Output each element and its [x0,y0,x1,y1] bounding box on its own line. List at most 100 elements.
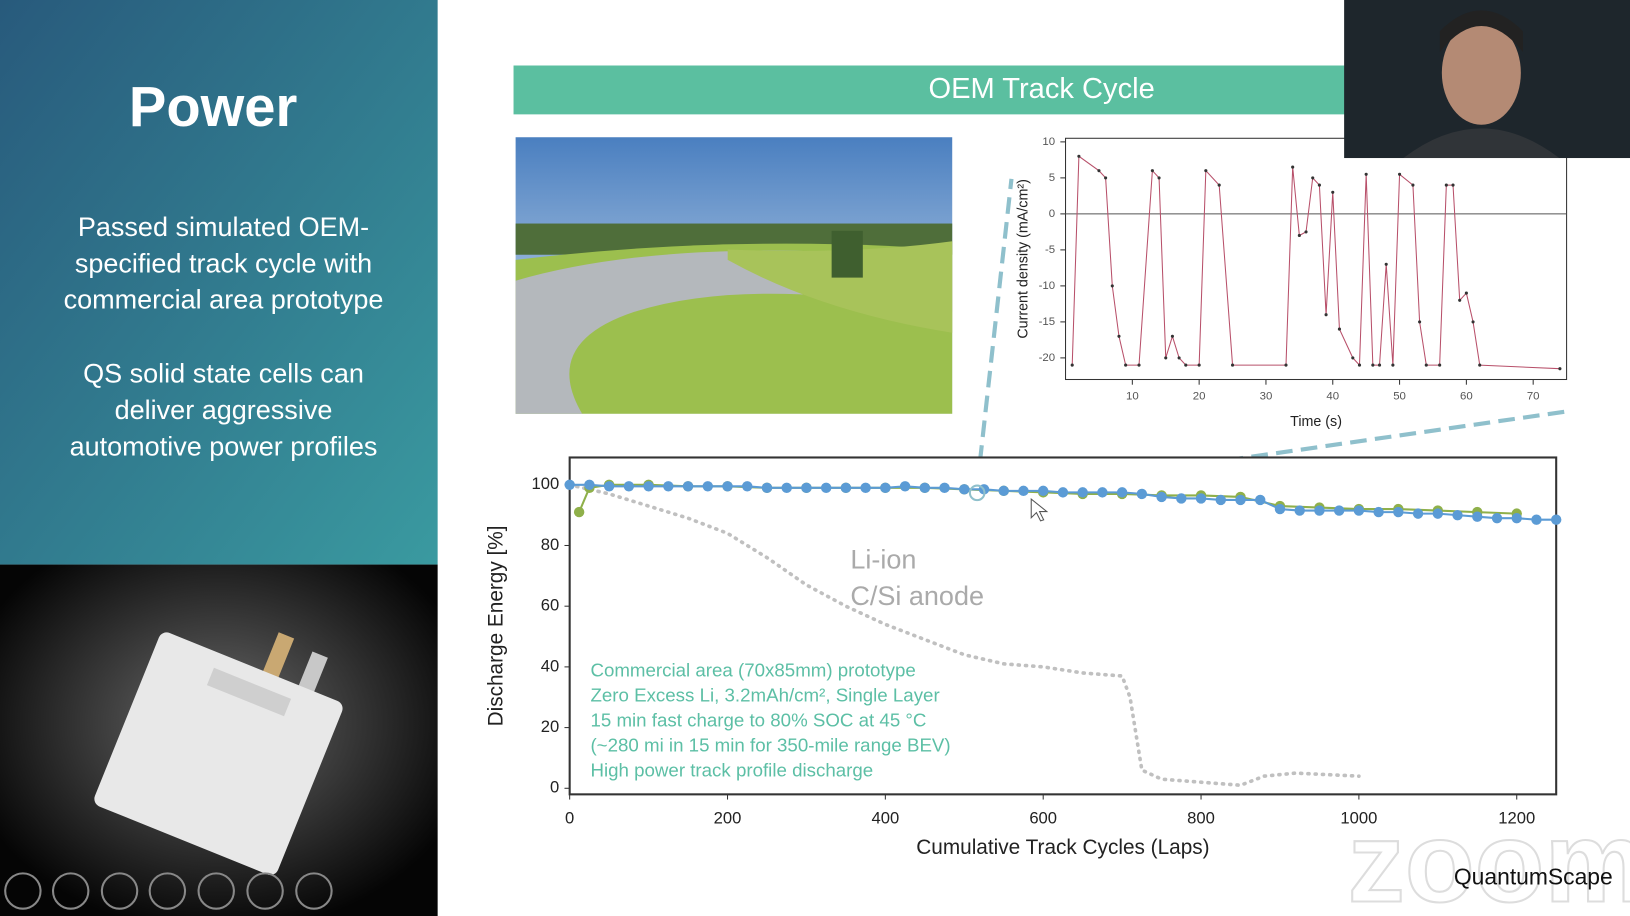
data-point [1157,176,1161,180]
cursor [1030,497,1049,522]
data-point [1077,487,1088,498]
slide-point-line: QS solid state cells can [83,358,364,388]
data-point [1294,505,1305,516]
data-point [603,481,615,492]
data-point [1391,363,1395,367]
data-point [1197,363,1201,367]
data-point [1274,503,1286,515]
y-axis-label: Current density (mA/cm²) [1016,179,1032,339]
toolbar-button[interactable] [4,872,42,910]
data-point [840,482,852,494]
slide-title: Power [129,75,297,138]
slide-points: Passed simulated OEM-specified track cyc… [64,212,384,461]
data-point [1458,298,1462,302]
x-tick-label: 30 [1260,391,1273,403]
data-point [1337,327,1342,331]
data-point [682,481,694,492]
highlight-ring [968,484,986,502]
plot-frame [1065,137,1568,381]
x-tick-label: 20 [1193,391,1206,403]
data-point [1284,363,1288,367]
y-tick-label: 0 [550,778,559,797]
data-point [1324,313,1328,317]
data-point [1177,356,1181,360]
data-point [1464,291,1468,295]
data-point [1411,183,1415,187]
y-tick-label: 60 [541,596,559,615]
data-point [1195,493,1207,504]
data-point [880,482,891,494]
toolbar-button[interactable] [148,872,187,910]
data-point [1176,493,1187,504]
y-axis-label: Discharge Energy [%] [484,525,507,726]
data-point [1452,509,1463,521]
data-point [959,484,970,495]
data-point [1077,154,1081,158]
data-point [1170,334,1174,338]
x-tick-label: 1200 [1498,809,1535,828]
x-tick-label: 200 [714,809,742,828]
annotation: 15 min fast charge to 80% SOC at 45 °C [590,710,926,731]
data-point [1364,172,1368,176]
toolbar-button[interactable] [100,872,139,910]
data-point [1491,512,1503,524]
data-point [939,482,950,494]
data-point [1357,363,1362,367]
data-point [1184,363,1188,367]
toolbar-button[interactable] [295,872,333,910]
data-point [1117,334,1121,338]
data-point [1353,505,1365,516]
data-point [761,482,773,494]
zoom-connector [975,178,1014,487]
data-point [998,485,1009,497]
data-point [860,482,871,494]
x-tick-label: 70 [1527,391,1540,403]
data-point [1204,169,1208,173]
data-point [1235,494,1246,506]
data-point [1110,284,1114,288]
y-tick-label: 40 [541,656,559,675]
data-point [1230,363,1235,367]
data-point [722,481,733,492]
data-point [1097,487,1108,498]
y-tick-label: -10 [1039,280,1056,292]
x-tick-label: 600 [1029,809,1057,828]
header-title: OEM Track Cycle [928,73,1154,105]
data-point [702,481,713,492]
y-tick-label: 0 [1049,208,1055,220]
webcam [1344,0,1630,159]
y-tick-label: -15 [1039,316,1056,328]
toolbar-button[interactable] [246,872,284,910]
annotation: High power track profile discharge [590,759,873,780]
data-point [1116,487,1128,498]
data-point [1124,363,1128,367]
y-tick-label: -5 [1045,244,1055,256]
data-point [1217,183,1221,187]
data-point [1018,485,1029,497]
data-point [573,506,585,518]
y-tick-label: 100 [532,474,560,493]
data-point [1297,233,1301,238]
plot-frame [568,456,1558,796]
track-photo [515,137,953,414]
data-point [1097,169,1101,173]
toolbar-button[interactable] [51,872,90,910]
annotation: Zero Excess Li, 3.2mAh/cm², Single Layer [590,685,939,706]
slide-point-line: deliver aggressive [115,395,333,425]
data-point [663,481,674,492]
data-point [801,482,812,494]
data-point [1304,230,1308,234]
x-tick-label: 40 [1326,391,1339,403]
toolbar-button[interactable] [197,872,235,910]
y-tick-label: 10 [1042,136,1055,148]
y-tick-label: 20 [541,717,559,736]
data-point [1164,356,1168,360]
data-point [1424,363,1428,367]
data-point [1104,176,1108,180]
data-point [1418,320,1422,324]
data-point [781,482,792,494]
data-point [584,479,595,490]
data-point [1371,363,1375,367]
data-point [1438,363,1442,367]
y-tick-label: 80 [541,535,559,554]
